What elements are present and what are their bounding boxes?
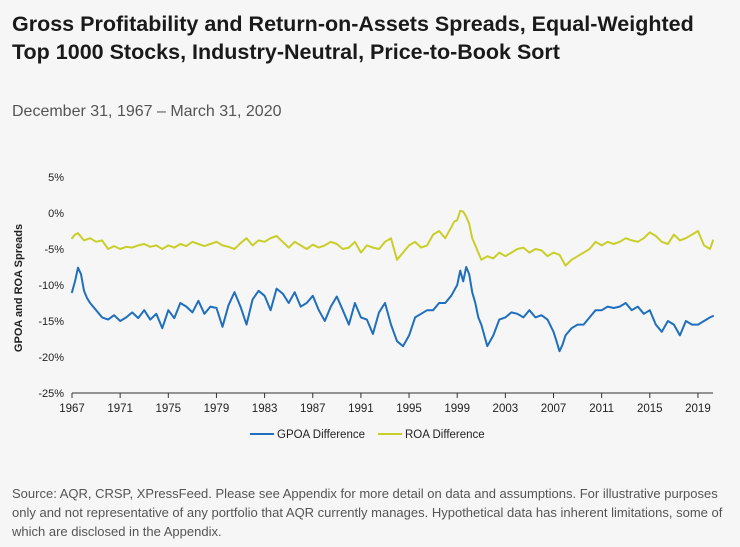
x-tick-label: 1995 bbox=[396, 403, 422, 415]
legend-label-gpoa: GPOA Difference bbox=[277, 429, 365, 441]
y-axis: 5% 0% -5% -10% -15% -20% -25% bbox=[38, 172, 64, 400]
x-tick-label: 1999 bbox=[444, 403, 470, 415]
x-tick-label: 1971 bbox=[107, 403, 133, 415]
y-tick-label: -15% bbox=[38, 316, 64, 328]
x-axis: 1967 1971 1975 1979 1983 1987 1991 1995 1999 2003… bbox=[59, 393, 711, 415]
y-tick-label: -20% bbox=[38, 352, 64, 364]
series-line-roa bbox=[71, 209, 714, 267]
x-tick-label: 1991 bbox=[348, 403, 374, 415]
y-tick-label: 5% bbox=[48, 172, 64, 184]
x-tick-label: 1987 bbox=[300, 403, 326, 415]
y-tick-label: -25% bbox=[38, 388, 64, 400]
x-tick-label: 2011 bbox=[589, 403, 614, 415]
source-note: Source: AQR, CRSP, XPressFeed. Please se… bbox=[12, 486, 723, 539]
x-tick-label: 2015 bbox=[637, 403, 663, 415]
chart-subtitle: December 31, 1967 – March 31, 2020 bbox=[12, 103, 282, 120]
x-tick-label: 2019 bbox=[685, 403, 711, 415]
x-tick-label: 2007 bbox=[541, 403, 567, 415]
line-chart: 5% 0% -5% -10% -15% -20% -25% 1967 1971 1975 1979… bbox=[13, 172, 714, 441]
x-tick-label: 1967 bbox=[59, 403, 85, 415]
series-lines bbox=[71, 209, 714, 353]
y-tick-label: -5% bbox=[44, 244, 64, 256]
legend-label-roa: ROA Difference bbox=[405, 429, 485, 441]
x-tick-label: 1983 bbox=[252, 403, 278, 415]
y-axis-label: GPOA and ROA Spreads bbox=[13, 224, 25, 352]
legend: GPOA Difference ROA Difference bbox=[250, 429, 485, 441]
series-line-gpoa bbox=[71, 266, 714, 353]
chart-title: Gross Profitability and Return-on-Assets… bbox=[12, 12, 694, 64]
y-tick-label: 0% bbox=[48, 208, 64, 220]
y-tick-label: -10% bbox=[38, 280, 64, 292]
x-tick-label: 1979 bbox=[204, 403, 230, 415]
x-tick-label: 2003 bbox=[493, 403, 519, 415]
x-tick-label: 1975 bbox=[156, 403, 182, 415]
